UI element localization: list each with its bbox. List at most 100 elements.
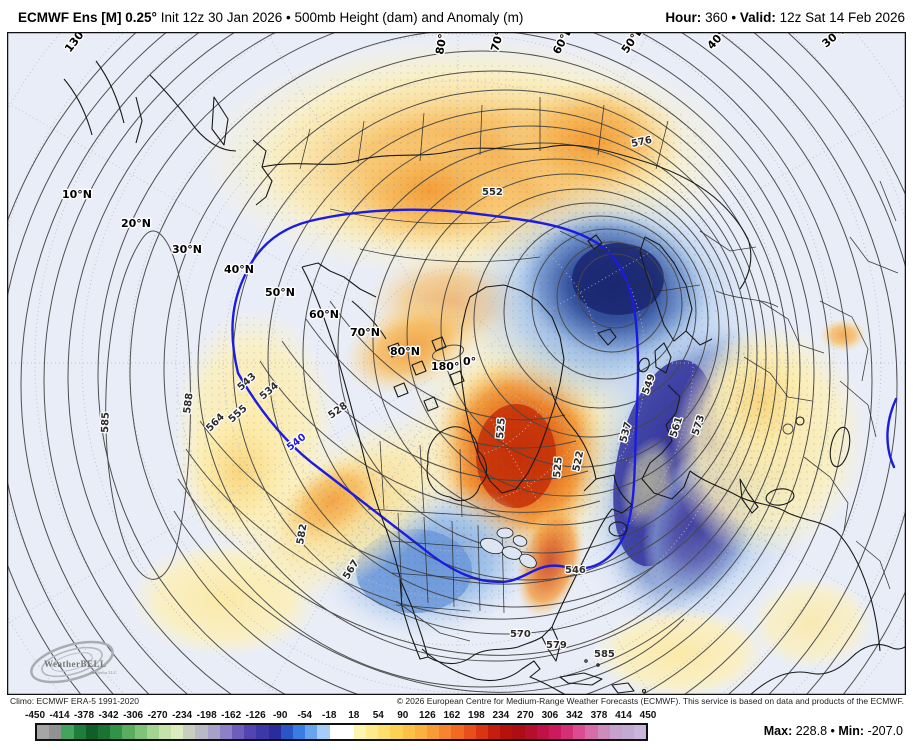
maxmin-sep: • (830, 724, 835, 738)
colorbar-ticks: -450 -414 -378 -342 -306 -270 -234 -198 -162 -126… (25, 710, 656, 723)
colorbar-tick-label: -450 (24, 710, 46, 721)
contour-label: 552 (482, 187, 503, 198)
weatherbell-logo-subtext: Analytics LLC (90, 670, 117, 675)
lat-label: 70°N (350, 326, 380, 339)
colorbar-swatch (475, 725, 488, 739)
colorbar-tick-label: 342 (566, 710, 583, 721)
weatherbell-logo-text: WeatherBELL (44, 659, 107, 669)
colorbar-swatch (573, 725, 586, 739)
lat-label: 20°N (121, 217, 151, 230)
colorbar-swatches (35, 723, 648, 741)
map-title: ECMWF Ens [M] 0.25° Init 12z 30 Jan 2026… (18, 10, 523, 25)
map-container: 588 585 582 576 552 543 534 555 564 528 … (7, 32, 906, 695)
colorbar-tick-label: 414 (615, 710, 632, 721)
map-border (7, 32, 906, 695)
colorbar-swatch (305, 725, 318, 739)
colorbar-tick-label: 450 (639, 710, 657, 721)
colorbar-tick-label: -306 (123, 710, 144, 721)
colorbar-tick-label: -342 (98, 710, 119, 721)
colorbar-swatch (634, 725, 647, 739)
lat-label: 50°N (265, 286, 295, 299)
colorbar-swatch (134, 725, 147, 739)
colorbar-swatch (85, 725, 98, 739)
colorbar-swatch (292, 725, 306, 739)
colorbar-swatch (487, 725, 501, 739)
map-subtitle: Init 12z 30 Jan 2026 • 500mb Height (dam… (160, 9, 524, 25)
valid-label: Valid: (739, 9, 776, 25)
colorbar-tick-label: -54 (297, 710, 312, 721)
colorbar-swatch (451, 725, 464, 739)
colorbar-swatch (353, 725, 367, 739)
attribution-row: Climo: ECMWF ERA-5 1991-2020 © 2026 Euro… (0, 695, 913, 710)
contour-label: 570 (510, 629, 531, 640)
colorbar-swatch (414, 725, 427, 739)
contour-label-layer: 588 585 582 576 552 543 534 555 564 528 … (99, 134, 709, 662)
colorbar-swatch (122, 725, 135, 739)
colorbar-tick-label: 18 (348, 710, 360, 721)
colorbar-row: -450 -414 -378 -342 -306 -270 -234 -198 -162 -126… (0, 710, 913, 750)
contour-label: 525 (495, 417, 508, 439)
colorbar-swatch (268, 725, 281, 739)
lat-label: 40°N (224, 263, 254, 276)
colorbar-swatch (49, 725, 62, 739)
colorbar-swatch (622, 725, 635, 739)
great-lakes (480, 527, 537, 569)
colorbar-tick-label: 270 (517, 710, 534, 721)
colorbar-swatch (512, 725, 525, 739)
colorbar-swatch (597, 725, 610, 739)
colorbar-swatch (402, 725, 415, 739)
colorbar-tick-label: 126 (418, 710, 436, 721)
colorbar-tick-label: -414 (49, 710, 70, 721)
colorbar-swatch (500, 725, 513, 739)
contour-label: 579 (546, 640, 567, 651)
contour-label: 582 (295, 523, 309, 546)
colorbar-swatch (463, 725, 476, 739)
colorbar-swatch (524, 725, 537, 739)
colorbar-swatch (195, 725, 208, 739)
colorbar-tick-label: 90 (397, 710, 409, 721)
valid-time-block: Hour: 360 • Valid: 12z Sat 14 Feb 2026 (665, 10, 905, 25)
colorbar-swatch (536, 725, 549, 739)
colorbar-swatch (207, 725, 220, 739)
colorbar-tick-label: -162 (221, 710, 242, 721)
colorbar-swatch (366, 725, 379, 739)
colorbar-swatch (317, 725, 330, 739)
contour-label: 588 (182, 392, 195, 414)
colorbar-swatch (146, 725, 159, 739)
weatherbell-logo: WeatherBELL Analytics LLC (30, 640, 117, 684)
colorbar-tick-label: -270 (147, 710, 168, 721)
colorbar-tick-label: -90 (272, 710, 288, 721)
colorbar-swatch (427, 725, 440, 739)
contour-label: 525 (552, 456, 565, 478)
colorbar-swatch (439, 725, 452, 739)
colorbar-swatch (61, 725, 74, 739)
colorbar-tick-label: 162 (443, 710, 461, 721)
colorbar-swatch (97, 725, 111, 739)
colorbar: -450 -414 -378 -342 -306 -270 -234 -198 -162 -126… (25, 710, 656, 741)
lat-label: 80°N (390, 345, 420, 358)
colorbar-swatch (219, 725, 232, 739)
max-min-readout: Max: 228.8 • Min: -207.0 (764, 724, 903, 738)
coastline-layer (63, 60, 906, 695)
stippling-layer (170, 61, 848, 628)
min-value: -207.0 (867, 724, 903, 738)
height-contour-layer (7, 32, 906, 695)
colorbar-swatch (378, 725, 391, 739)
colorbar-tick-label: 198 (468, 710, 485, 721)
colorbar-swatch (280, 725, 293, 739)
weather-map: 588 585 582 576 552 543 534 555 564 528 … (7, 32, 906, 695)
lat-label: 30°N (172, 243, 202, 256)
hour-label: Hour: (665, 9, 702, 25)
lon-label-0: 0° (463, 355, 476, 368)
colorbar-tick-label: -378 (74, 710, 95, 721)
colorbar-tick-label: -18 (322, 710, 337, 721)
colorbar-swatch (585, 725, 598, 739)
header-sep: • (731, 9, 737, 25)
colorbar-tick-label: 306 (541, 710, 559, 721)
colorbar-swatch (390, 725, 403, 739)
colorbar-swatch (548, 725, 562, 739)
max-value: 228.8 (795, 724, 828, 738)
contour-label: 585 (100, 412, 112, 433)
lon-label-180: 180° (431, 360, 459, 373)
colorbar-tick-label: -234 (172, 710, 193, 721)
